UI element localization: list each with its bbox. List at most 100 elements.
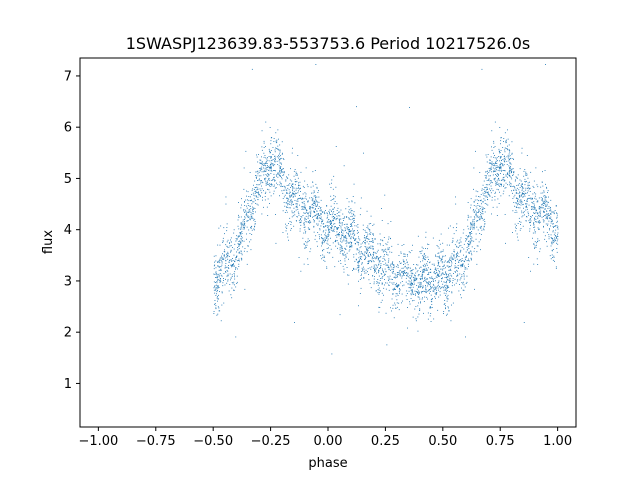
data-point: [216, 291, 218, 293]
data-point: [333, 226, 335, 228]
data-point: [471, 237, 473, 239]
data-point: [520, 204, 522, 206]
data-point: [281, 183, 282, 185]
data-point: [288, 207, 290, 209]
data-point: [372, 225, 374, 226]
data-point: [446, 288, 447, 290]
data-point: [279, 144, 281, 146]
data-point: [399, 292, 400, 294]
data-point: [409, 277, 411, 279]
data-point: [422, 271, 424, 273]
data-point: [519, 187, 521, 188]
data-point: [419, 285, 421, 287]
data-point: [218, 265, 219, 267]
data-point: [234, 261, 236, 262]
data-point: [515, 176, 517, 178]
data-point: [243, 188, 245, 190]
data-point: [313, 211, 315, 213]
data-point: [534, 232, 536, 234]
data-point: [330, 214, 331, 215]
data-point: [360, 275, 362, 276]
data-point: [272, 178, 274, 180]
data-point: [272, 164, 274, 166]
data-point: [539, 221, 541, 223]
data-point: [405, 295, 407, 297]
data-point: [487, 189, 488, 190]
data-point: [326, 267, 328, 269]
data-point: [217, 285, 219, 287]
data-point: [502, 165, 504, 167]
data-point: [499, 170, 501, 172]
data-point: [392, 288, 394, 290]
data-point: [238, 241, 240, 242]
data-point: [457, 251, 458, 253]
data-point: [425, 264, 427, 266]
data-point: [341, 232, 342, 233]
data-point: [350, 244, 352, 246]
data-point: [286, 177, 288, 179]
data-point: [550, 237, 552, 238]
data-point: [247, 191, 249, 193]
data-point: [298, 185, 299, 187]
data-point: [288, 174, 290, 176]
data-point: [270, 162, 272, 164]
data-point: [530, 224, 531, 226]
data-point: [438, 264, 439, 266]
data-point: [271, 185, 273, 187]
data-point: [299, 181, 301, 183]
data-point: [463, 248, 465, 250]
data-point: [355, 258, 357, 260]
data-point: [308, 215, 310, 216]
data-point: [339, 220, 340, 222]
data-point: [348, 242, 350, 244]
data-point: [487, 154, 489, 155]
data-point: [438, 247, 440, 249]
data-point: [406, 275, 408, 277]
data-point: [346, 242, 348, 244]
data-point: [365, 248, 367, 250]
data-point: [286, 206, 288, 208]
data-point: [327, 236, 329, 237]
data-point: [303, 243, 305, 245]
data-point: [509, 166, 511, 167]
data-point: [392, 272, 394, 274]
data-point: [494, 121, 496, 123]
data-point: [393, 267, 395, 269]
data-point: [469, 227, 471, 229]
data-point: [360, 197, 362, 199]
data-point: [425, 278, 427, 280]
data-point: [499, 151, 500, 152]
data-point: [309, 240, 310, 242]
data-point: [271, 170, 273, 172]
data-point: [240, 238, 242, 240]
data-point: [260, 175, 262, 177]
data-point: [469, 233, 471, 235]
data-point: [365, 238, 367, 239]
data-point: [230, 264, 232, 266]
data-point: [412, 283, 414, 285]
data-point: [290, 229, 292, 231]
data-point: [555, 235, 557, 237]
data-point: [336, 213, 338, 214]
data-point: [364, 243, 366, 245]
data-point: [286, 191, 288, 193]
data-point: [444, 285, 446, 287]
data-point: [470, 236, 472, 237]
data-point: [227, 275, 229, 277]
data-point: [337, 242, 339, 244]
data-point: [284, 186, 286, 188]
data-point: [353, 217, 355, 219]
data-point: [511, 171, 513, 173]
data-point: [261, 213, 263, 215]
data-point: [500, 156, 502, 158]
data-point: [286, 176, 287, 178]
data-point: [403, 253, 405, 255]
data-point: [411, 281, 412, 283]
data-point: [307, 213, 309, 215]
data-point: [425, 288, 427, 290]
data-point: [296, 173, 298, 175]
data-point: [468, 266, 469, 267]
data-point: [502, 159, 504, 160]
data-point: [554, 239, 556, 241]
data-point: [425, 255, 427, 257]
